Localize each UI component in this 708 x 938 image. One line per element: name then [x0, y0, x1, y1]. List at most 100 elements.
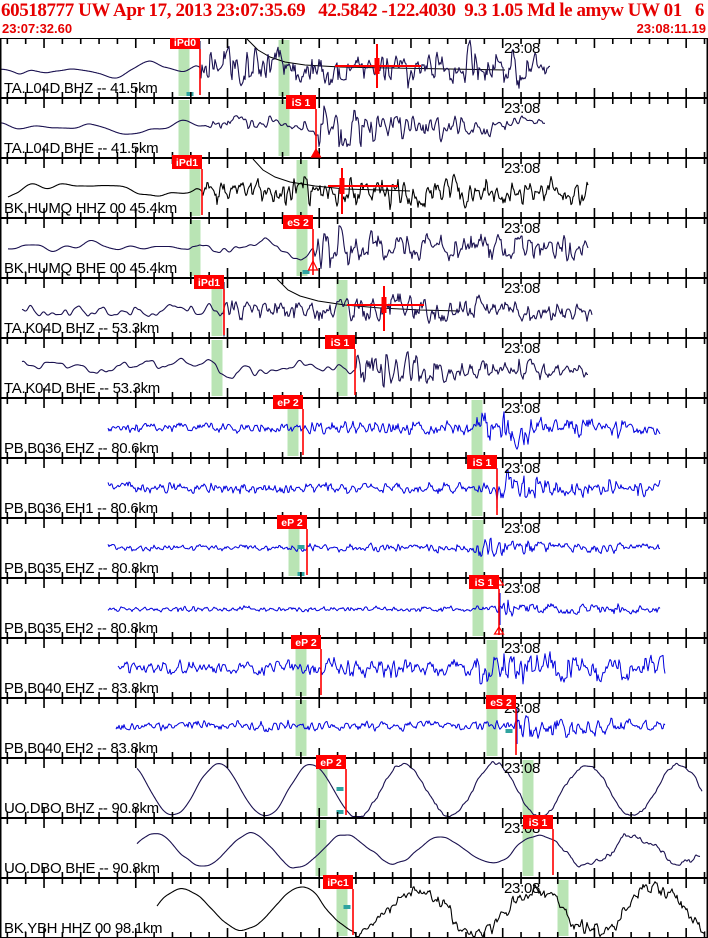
minor-tick: [171, 152, 174, 157]
minor-tick: [611, 519, 614, 524]
minor-tick: [483, 279, 486, 284]
minor-tick: [61, 572, 64, 577]
waveform-trace[interactable]: [117, 651, 666, 685]
minor-tick: [391, 392, 394, 397]
minor-tick: [6, 332, 9, 337]
phase-pick-flag[interactable]: [194, 275, 224, 289]
phase-pick-flag[interactable]: [467, 455, 497, 469]
major-tick: [226, 868, 229, 877]
minor-tick: [538, 932, 541, 937]
phase-pick-line[interactable]: [302, 409, 304, 455]
minor-tick: [630, 872, 632, 877]
major-tick: [226, 639, 229, 648]
minor-tick: [300, 579, 302, 584]
phase-pick-flag[interactable]: [325, 335, 355, 349]
waveform-trace[interactable]: [107, 469, 661, 501]
phase-pick-line[interactable]: [223, 289, 225, 335]
major-tick: [43, 219, 45, 228]
coda-teal-mark: [505, 729, 513, 733]
phase-pick-line[interactable]: [515, 709, 517, 755]
minor-tick: [24, 152, 27, 157]
minor-tick: [300, 632, 302, 637]
phase-pick-label: eP 2: [281, 517, 303, 529]
minor-tick: [648, 399, 651, 404]
major-tick: [685, 268, 687, 277]
minor-tick: [245, 759, 247, 764]
minor-tick: [336, 872, 339, 877]
minor-tick: [483, 39, 486, 44]
phase-pick-flag[interactable]: [170, 38, 200, 49]
waveform-trace[interactable]: [136, 761, 703, 818]
phase-pick-flag[interactable]: [283, 215, 313, 229]
phase-pick-line[interactable]: [552, 829, 554, 875]
phase-pick-line[interactable]: [354, 349, 356, 395]
seismogram-panels[interactable]: 23:08 23:08 23:08 23:08 23:08 23:08 23:08 23:08…: [0, 38, 708, 938]
major-tick: [685, 748, 687, 757]
minor-tick: [245, 452, 247, 457]
waveform-trace[interactable]: [7, 225, 589, 270]
waveform-trace[interactable]: [107, 599, 661, 617]
minor-tick: [171, 872, 174, 877]
phase-pick-flag[interactable]: [286, 95, 316, 109]
minor-tick: [116, 759, 119, 764]
phase-pick-line[interactable]: [352, 889, 354, 935]
minor-tick: [391, 92, 394, 97]
major-tick: [685, 279, 687, 288]
phase-pick-line[interactable]: [312, 229, 314, 275]
phase-pick-line[interactable]: [306, 529, 308, 575]
waveform-trace[interactable]: [136, 832, 701, 869]
minor-tick: [428, 812, 431, 817]
phase-pick-flag[interactable]: [291, 635, 321, 649]
phase-pick-label: eP 2: [277, 397, 299, 409]
minor-tick: [483, 212, 486, 217]
phase-pick-line[interactable]: [320, 649, 322, 695]
minor-tick: [98, 699, 100, 704]
phase-pick-line[interactable]: [345, 769, 347, 815]
minor-tick: [6, 519, 9, 524]
phase-pick-flag[interactable]: [469, 575, 499, 589]
minor-tick: [300, 92, 302, 97]
major-tick: [318, 159, 321, 168]
waveform-trace[interactable]: [0, 105, 545, 148]
major-tick: [134, 579, 137, 588]
phase-pick-flag[interactable]: [523, 815, 553, 829]
waveform-trace[interactable]: [21, 351, 588, 388]
minor-tick: [263, 219, 265, 224]
minor-tick: [263, 152, 265, 157]
waveform-trace[interactable]: [21, 293, 593, 324]
waveform-trace[interactable]: [107, 537, 661, 557]
phase-pick-flag[interactable]: [486, 695, 516, 709]
phase-pick-flag[interactable]: [277, 515, 307, 529]
phase-pick-line[interactable]: [496, 469, 498, 515]
waveform-trace[interactable]: [107, 411, 661, 450]
major-tick: [685, 868, 687, 877]
waveform-trace[interactable]: [115, 715, 666, 739]
minor-tick: [6, 752, 9, 757]
major-tick: [134, 99, 137, 108]
minor-tick: [190, 932, 192, 937]
minor-tick: [281, 872, 284, 877]
phase-pick-flag[interactable]: [273, 395, 303, 409]
minor-tick: [391, 639, 394, 644]
minor-tick: [391, 699, 394, 704]
minor-tick: [520, 572, 522, 577]
phase-pick-line[interactable]: [315, 109, 317, 155]
minor-tick: [446, 872, 449, 877]
waveform-trace[interactable]: [156, 881, 706, 938]
phase-pick-line[interactable]: [498, 589, 500, 635]
major-tick: [501, 688, 504, 697]
minor-tick: [483, 819, 486, 824]
major-tick: [593, 208, 596, 217]
phase-pick-flag[interactable]: [172, 155, 202, 169]
phase-pick-line[interactable]: [201, 169, 203, 215]
minor-tick: [465, 692, 467, 697]
phase-pick-line[interactable]: [199, 49, 201, 95]
waveform-trace[interactable]: [7, 173, 589, 211]
minor-tick: [428, 332, 431, 337]
major-tick: [593, 279, 596, 288]
phase-pick-flag[interactable]: [323, 875, 353, 889]
phase-pick-flag[interactable]: [316, 755, 346, 769]
major-tick: [410, 699, 412, 708]
waveform-trace[interactable]: [0, 39, 551, 89]
minor-tick: [281, 219, 284, 224]
